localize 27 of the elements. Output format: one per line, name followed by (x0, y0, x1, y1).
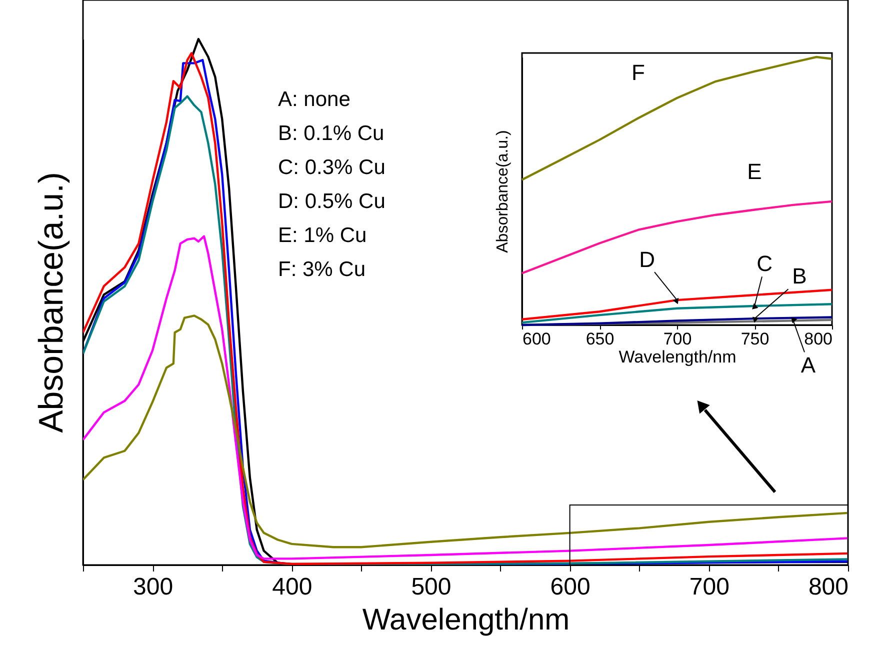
x-tick-label: 400 (272, 574, 312, 600)
legend-label: B (792, 264, 807, 289)
x-tick-label: 700 (663, 330, 692, 348)
series-label: D (639, 247, 655, 272)
series-label: A (800, 352, 816, 378)
x-tick-label: 800 (808, 574, 848, 600)
annotation: F: 3% Cu (278, 258, 366, 281)
x-tick-label: 750 (740, 330, 770, 348)
x-tick-label: 500 (411, 574, 452, 600)
series-label: E (747, 158, 762, 184)
annotation: D: 0.5% Cu (278, 190, 386, 213)
y-axis-title: Absorbance(a.u.) (32, 172, 70, 433)
annotation: E: 1% Cu (278, 224, 367, 247)
x-tick-label: 700 (689, 574, 730, 600)
x-tick-label: 600 (550, 574, 590, 600)
annotation: C: 0.3% Cu (278, 156, 386, 179)
x-axis-title: Wavelength/nm (618, 348, 736, 366)
x-tick-label: 800 (804, 330, 832, 348)
annotation: A: none (278, 88, 350, 111)
series-label: F (632, 60, 645, 86)
x-tick-label: 300 (133, 574, 174, 600)
x-axis-title: Wavelength/nm (362, 604, 570, 636)
x-tick-label: 600 (522, 330, 551, 348)
series-label: C (756, 250, 773, 276)
annotation: B: 0.1% Cu (278, 122, 384, 145)
x-tick-label: 650 (586, 330, 614, 348)
y-axis-title: Absorbance(a.u.) (494, 130, 512, 253)
